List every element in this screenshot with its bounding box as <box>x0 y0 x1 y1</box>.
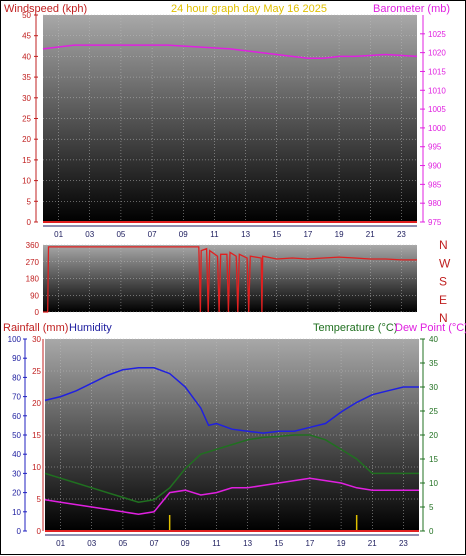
temperature-tick-label: 5 <box>429 503 434 512</box>
bottom-x-tick-label: 09 <box>181 539 190 548</box>
windspeed-tick-label: 50 <box>22 11 31 20</box>
barometer-tick-label: 975 <box>428 218 442 227</box>
bottom-x-tick-label: 07 <box>150 539 159 548</box>
temperature-tick-label: 15 <box>429 455 438 464</box>
temperature-tick-label: 30 <box>429 383 438 392</box>
top-x-tick-label: 01 <box>54 230 63 239</box>
bottom-x-tick-label: 15 <box>274 539 283 548</box>
direction-tick-label: 180 <box>26 275 40 284</box>
top-x-tick-label: 23 <box>397 230 406 239</box>
barometer-tick-label: 990 <box>428 162 442 171</box>
bottom-x-tick-label: 13 <box>243 539 252 548</box>
windspeed-tick-label: 45 <box>22 32 31 41</box>
temperature-tick-label: 35 <box>429 359 438 368</box>
temperature-tick-label: 0 <box>429 527 434 536</box>
rainfall-tick-label: 20 <box>32 399 41 408</box>
humidity-tick-label: 100 <box>8 335 22 344</box>
wind-direction-series-line <box>43 246 417 313</box>
humidity-series-line <box>44 367 419 434</box>
bottom-x-tick-label: 19 <box>337 539 346 548</box>
compass-direction-label: E <box>439 293 447 307</box>
windspeed-tick-label: 5 <box>27 197 32 206</box>
rainfall-tick-label: 5 <box>37 495 42 504</box>
barometer-tick-label: 980 <box>428 199 442 208</box>
dew-point-series-line <box>44 477 419 515</box>
barometer-tick-label: 1015 <box>428 67 446 76</box>
barometer-axis-label: Barometer (mb) <box>373 3 451 15</box>
barometer-tick-label: 995 <box>428 143 442 152</box>
humidity-tick-label: 10 <box>12 508 21 517</box>
barometer-tick-label: 1020 <box>428 49 446 58</box>
bottom-x-tick-label: 03 <box>87 539 96 548</box>
top-x-tick-label: 13 <box>241 230 250 239</box>
top-x-tick-label: 07 <box>148 230 157 239</box>
top-x-tick-label: 21 <box>366 230 375 239</box>
windspeed-tick-label: 25 <box>22 115 31 124</box>
temperature-axis-label: Temperature (°C) <box>313 322 398 334</box>
humidity-tick-label: 40 <box>12 450 21 459</box>
compass-direction-label: N <box>439 238 448 252</box>
barometer-tick-label: 1025 <box>428 30 446 39</box>
bottom-x-tick-label: 05 <box>118 539 127 548</box>
humidity-tick-label: 70 <box>12 393 21 402</box>
humidity-tick-label: 30 <box>12 469 21 478</box>
rainfall-tick-label: 0 <box>37 527 42 536</box>
windspeed-axis-label: Windspeed (kph) <box>4 3 88 15</box>
barometer-tick-label: 985 <box>428 180 442 189</box>
compass-direction-label: S <box>439 275 447 289</box>
windspeed-tick-label: 15 <box>22 156 31 165</box>
top-x-tick-label: 19 <box>335 230 344 239</box>
rainfall-tick-label: 10 <box>32 463 41 472</box>
rainfall-tick-label: 25 <box>32 367 41 376</box>
direction-tick-label: 360 <box>26 241 40 250</box>
bottom-x-tick-label: 23 <box>399 539 408 548</box>
humidity-tick-label: 90 <box>12 354 21 363</box>
top-x-tick-label: 17 <box>303 230 312 239</box>
windspeed-tick-label: 35 <box>22 73 31 82</box>
rainfall-tick-label: 15 <box>32 431 41 440</box>
windspeed-tick-label: 20 <box>22 135 31 144</box>
bottom-x-tick-label: 01 <box>56 539 65 548</box>
direction-tick-label: 270 <box>26 258 40 267</box>
humidity-axis-label: Humidity <box>69 322 112 334</box>
top-x-tick-label: 15 <box>272 230 281 239</box>
top-x-tick-label: 03 <box>85 230 94 239</box>
humidity-tick-label: 60 <box>12 412 21 421</box>
humidity-tick-label: 20 <box>12 489 21 498</box>
windspeed-tick-label: 10 <box>22 177 31 186</box>
barometer-tick-label: 1005 <box>428 105 446 114</box>
bottom-x-tick-label: 21 <box>368 539 377 548</box>
windspeed-tick-label: 0 <box>27 218 32 227</box>
humidity-tick-label: 80 <box>12 373 21 382</box>
barometer-tick-label: 1010 <box>428 86 446 95</box>
windspeed-tick-label: 40 <box>22 52 31 61</box>
humidity-tick-label: 50 <box>12 431 21 440</box>
compass-direction-label: W <box>439 256 451 270</box>
temperature-tick-label: 20 <box>429 431 438 440</box>
bottom-x-tick-label: 17 <box>305 539 314 548</box>
rainfall-tick-label: 30 <box>32 335 41 344</box>
temperature-tick-label: 40 <box>429 335 438 344</box>
humidity-tick-label: 0 <box>17 527 22 536</box>
top-x-tick-label: 05 <box>116 230 125 239</box>
chart-title: 24 hour graph day May 16 2025 <box>171 3 327 15</box>
temperature-series-line <box>44 434 419 503</box>
barometer-series-line <box>42 44 418 60</box>
temperature-tick-label: 10 <box>429 479 438 488</box>
top-x-tick-label: 09 <box>179 230 188 239</box>
direction-tick-label: 0 <box>35 308 40 317</box>
barometer-tick-label: 1000 <box>428 124 446 133</box>
temperature-tick-label: 25 <box>429 407 438 416</box>
bottom-x-tick-label: 11 <box>212 539 221 548</box>
dewpoint-axis-label: Dew Point (°C) <box>395 322 466 334</box>
top-x-tick-label: 11 <box>210 230 219 239</box>
rainfall-axis-label: Rainfall (mm) <box>3 322 69 334</box>
compass-direction-label: N <box>439 311 448 325</box>
direction-tick-label: 90 <box>30 291 39 300</box>
windspeed-tick-label: 30 <box>22 94 31 103</box>
